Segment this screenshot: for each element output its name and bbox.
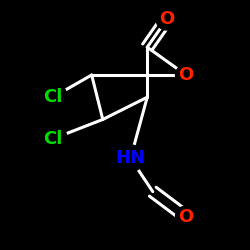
Circle shape (156, 9, 177, 30)
Text: HN: HN (116, 149, 146, 167)
Circle shape (38, 83, 67, 112)
Text: Cl: Cl (43, 88, 62, 106)
Text: O: O (178, 66, 194, 84)
Text: O: O (159, 10, 174, 29)
Circle shape (38, 124, 67, 153)
Circle shape (176, 64, 197, 86)
Circle shape (176, 206, 197, 227)
Circle shape (117, 145, 144, 172)
Text: Cl: Cl (43, 130, 62, 148)
Text: O: O (178, 208, 194, 226)
